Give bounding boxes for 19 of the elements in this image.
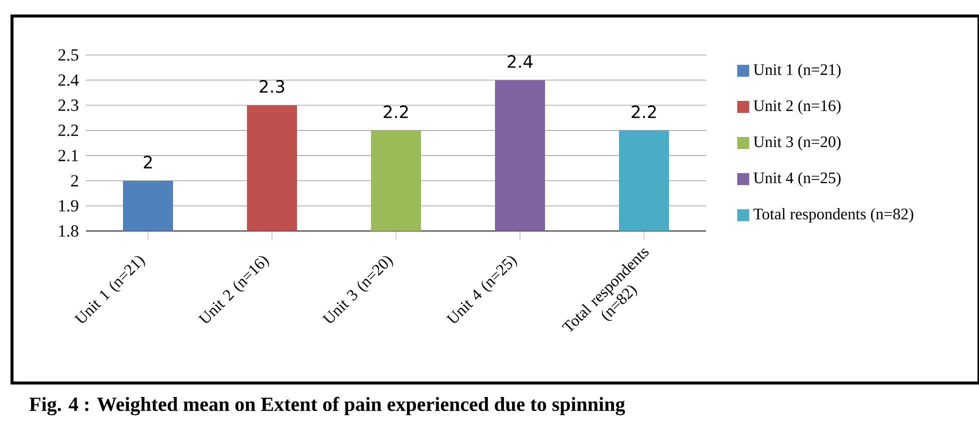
y-tick-label: 2.4	[58, 74, 79, 86]
y-tick-label: 1.9	[59, 200, 78, 212]
data-label: 2.2	[384, 105, 408, 118]
legend-label: Unit 4 (n=25)	[754, 172, 841, 187]
y-tick-label: 2.1	[58, 150, 78, 162]
data-label: 2.3	[260, 80, 284, 93]
y-tick-label: 2.5	[58, 49, 78, 61]
data-label: 2	[144, 156, 152, 168]
legend-label: Total respondents (n=82)	[753, 208, 914, 223]
y-tick-label: 2.2	[58, 124, 78, 136]
data-label: 2.2	[632, 105, 656, 118]
y-tick-label: 2	[71, 175, 78, 186]
y-tick-label: 1.8	[59, 225, 78, 237]
text: Fig. 4 : Weighted mean on Extent of pain experienced due to spinning	[29, 396, 626, 416]
y-tick-label: 2.3	[58, 100, 78, 112]
legend-label: Unit 2 (n=16)	[754, 100, 841, 114]
legend-label: Unit 3 (n=20)	[754, 136, 841, 150]
legend-label: Unit 1 (n=21)	[754, 64, 841, 78]
data-label: 2.4	[508, 55, 533, 68]
